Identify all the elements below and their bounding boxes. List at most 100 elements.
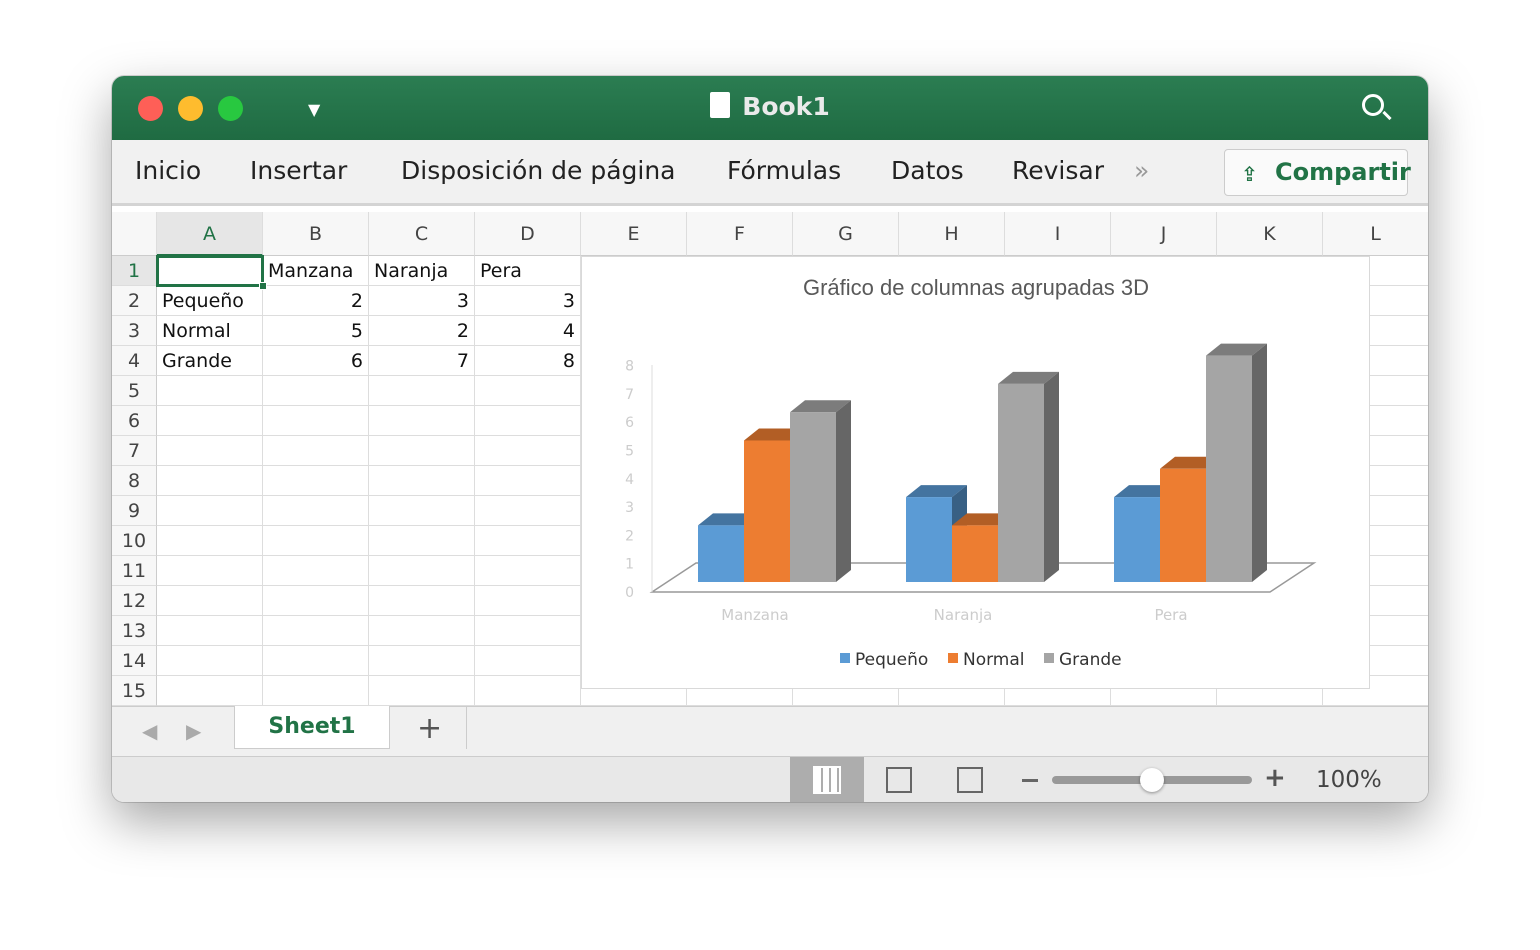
cell[interactable]: Pera bbox=[475, 256, 581, 286]
column-header[interactable]: A bbox=[157, 212, 263, 256]
cell[interactable] bbox=[475, 646, 581, 676]
zoom-in-button[interactable]: + bbox=[1264, 763, 1286, 793]
search-icon[interactable] bbox=[1362, 94, 1392, 121]
cell[interactable] bbox=[1323, 316, 1428, 346]
cell[interactable]: 4 bbox=[475, 316, 581, 346]
row-header[interactable]: 15 bbox=[112, 676, 157, 706]
close-button[interactable] bbox=[138, 96, 163, 121]
row-header[interactable]: 2 bbox=[112, 286, 157, 316]
cell[interactable] bbox=[1217, 676, 1323, 706]
row-header[interactable]: 6 bbox=[112, 406, 157, 436]
cell[interactable]: Naranja bbox=[369, 256, 475, 286]
tab-formulas[interactable]: Fórmulas bbox=[727, 156, 842, 185]
cell[interactable] bbox=[475, 466, 581, 496]
cell[interactable] bbox=[1323, 436, 1428, 466]
cell[interactable] bbox=[263, 676, 369, 706]
page-break-view-icon[interactable] bbox=[957, 767, 983, 793]
cell[interactable] bbox=[1323, 466, 1428, 496]
column-header[interactable]: D bbox=[475, 212, 581, 256]
customize-toolbar-icon[interactable]: ▼ bbox=[308, 100, 321, 119]
zoom-slider-thumb[interactable] bbox=[1140, 768, 1164, 792]
cell[interactable] bbox=[369, 526, 475, 556]
next-sheet-icon[interactable]: ▶ bbox=[186, 719, 202, 743]
cell[interactable] bbox=[1005, 676, 1111, 706]
column-header[interactable]: E bbox=[581, 212, 687, 256]
row-header[interactable]: 11 bbox=[112, 556, 157, 586]
cell[interactable] bbox=[263, 616, 369, 646]
cell[interactable] bbox=[475, 496, 581, 526]
cell[interactable] bbox=[157, 616, 263, 646]
minimize-button[interactable] bbox=[178, 96, 203, 121]
cell[interactable] bbox=[475, 436, 581, 466]
row-header[interactable]: 1 bbox=[112, 256, 157, 286]
spreadsheet-grid[interactable]: A B C D E F G H I J K L 1 Manzana Naranja Pera 2 Pequeño 2… bbox=[112, 212, 1428, 706]
zoom-button[interactable] bbox=[218, 96, 243, 121]
tab-disposicion[interactable]: Disposición de página bbox=[401, 156, 676, 185]
share-button[interactable]: ⇪ Compartir bbox=[1224, 149, 1411, 196]
row-header[interactable]: 7 bbox=[112, 436, 157, 466]
cell[interactable] bbox=[157, 526, 263, 556]
cell[interactable] bbox=[157, 406, 263, 436]
column-header[interactable]: I bbox=[1005, 212, 1111, 256]
cell[interactable] bbox=[1323, 616, 1428, 646]
tab-inicio[interactable]: Inicio bbox=[135, 156, 202, 185]
sheet-tab-sheet1[interactable]: Sheet1 bbox=[234, 706, 390, 749]
cell[interactable] bbox=[157, 496, 263, 526]
cell[interactable] bbox=[1323, 646, 1428, 676]
column-header[interactable]: J bbox=[1111, 212, 1217, 256]
cell[interactable] bbox=[687, 676, 793, 706]
cell[interactable] bbox=[1323, 256, 1428, 286]
cell[interactable] bbox=[263, 406, 369, 436]
column-header[interactable]: G bbox=[793, 212, 899, 256]
chart[interactable]: Gráfico de columnas agrupadas 3D 0 1 2 3 4 5 6 7… bbox=[581, 256, 1370, 689]
row-header[interactable]: 4 bbox=[112, 346, 157, 376]
cell[interactable] bbox=[369, 436, 475, 466]
row-header[interactable]: 13 bbox=[112, 616, 157, 646]
cell[interactable] bbox=[157, 646, 263, 676]
cell[interactable]: 8 bbox=[475, 346, 581, 376]
cell[interactable] bbox=[1323, 406, 1428, 436]
column-header[interactable]: H bbox=[899, 212, 1005, 256]
cell[interactable]: 6 bbox=[263, 346, 369, 376]
cell[interactable] bbox=[369, 556, 475, 586]
cell[interactable] bbox=[369, 586, 475, 616]
cell[interactable] bbox=[263, 526, 369, 556]
cell[interactable] bbox=[369, 616, 475, 646]
cell[interactable]: Pequeño bbox=[157, 286, 263, 316]
cell[interactable] bbox=[1323, 526, 1428, 556]
column-header[interactable]: C bbox=[369, 212, 475, 256]
cell[interactable]: Manzana bbox=[263, 256, 369, 286]
cell[interactable] bbox=[263, 436, 369, 466]
cell[interactable] bbox=[793, 676, 899, 706]
cell[interactable] bbox=[1323, 496, 1428, 526]
cell[interactable] bbox=[369, 496, 475, 526]
cell[interactable]: 3 bbox=[475, 286, 581, 316]
cell[interactable]: 2 bbox=[263, 286, 369, 316]
cell[interactable] bbox=[369, 646, 475, 676]
cell[interactable] bbox=[369, 466, 475, 496]
cell[interactable] bbox=[475, 616, 581, 646]
row-header[interactable]: 12 bbox=[112, 586, 157, 616]
cell[interactable] bbox=[1323, 556, 1428, 586]
cell[interactable] bbox=[1323, 376, 1428, 406]
cell[interactable]: Grande bbox=[157, 346, 263, 376]
cell[interactable] bbox=[369, 406, 475, 436]
row-header[interactable]: 8 bbox=[112, 466, 157, 496]
cell[interactable] bbox=[263, 376, 369, 406]
cell[interactable] bbox=[475, 406, 581, 436]
cell[interactable]: 3 bbox=[369, 286, 475, 316]
cell[interactable] bbox=[157, 556, 263, 586]
cell[interactable] bbox=[263, 466, 369, 496]
column-header[interactable]: L bbox=[1323, 212, 1428, 256]
cell[interactable] bbox=[263, 646, 369, 676]
cell[interactable] bbox=[899, 676, 1005, 706]
cell[interactable] bbox=[263, 586, 369, 616]
cell[interactable] bbox=[475, 376, 581, 406]
cell[interactable]: Normal bbox=[157, 316, 263, 346]
row-header[interactable]: 5 bbox=[112, 376, 157, 406]
cell[interactable] bbox=[369, 676, 475, 706]
tab-datos[interactable]: Datos bbox=[891, 156, 964, 185]
column-header[interactable]: B bbox=[263, 212, 369, 256]
zoom-out-button[interactable] bbox=[1022, 779, 1038, 782]
cell[interactable]: 5 bbox=[263, 316, 369, 346]
